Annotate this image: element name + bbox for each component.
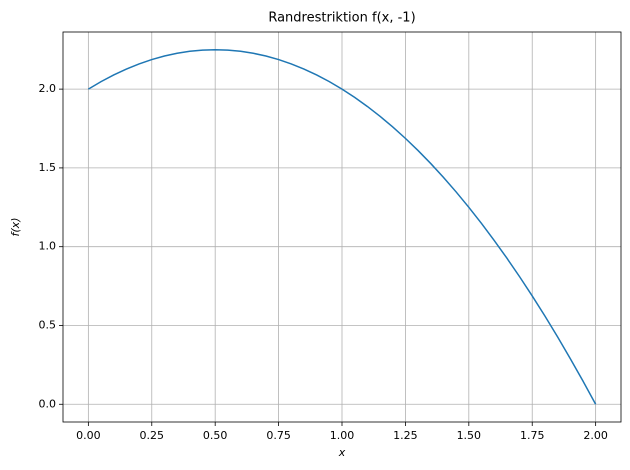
- y-tick-label: 1.0: [39, 240, 57, 253]
- y-tick-label: 2.0: [39, 82, 57, 95]
- x-tick-label: 1.25: [393, 429, 418, 442]
- x-tick-label: 1.50: [457, 429, 482, 442]
- y-tick-label: 1.5: [39, 161, 57, 174]
- x-tick-label: 0.50: [203, 429, 228, 442]
- x-tick-label: 1.75: [520, 429, 545, 442]
- x-axis-label: x: [338, 446, 346, 459]
- y-tick-label: 0.5: [39, 318, 57, 331]
- x-tick-label: 0.25: [140, 429, 165, 442]
- x-tick-label: 2.00: [583, 429, 608, 442]
- y-tick-label: 0.0: [39, 397, 57, 410]
- x-tick-label: 0.75: [266, 429, 291, 442]
- x-tick-label: 1.00: [330, 429, 355, 442]
- x-tick-label: 0.00: [76, 429, 101, 442]
- plot-frame: [62, 31, 622, 423]
- data-line: [87, 48, 597, 405]
- chart-title: Randrestriktion f(x, -1): [268, 11, 415, 26]
- y-axis-label: f(x): [9, 218, 22, 237]
